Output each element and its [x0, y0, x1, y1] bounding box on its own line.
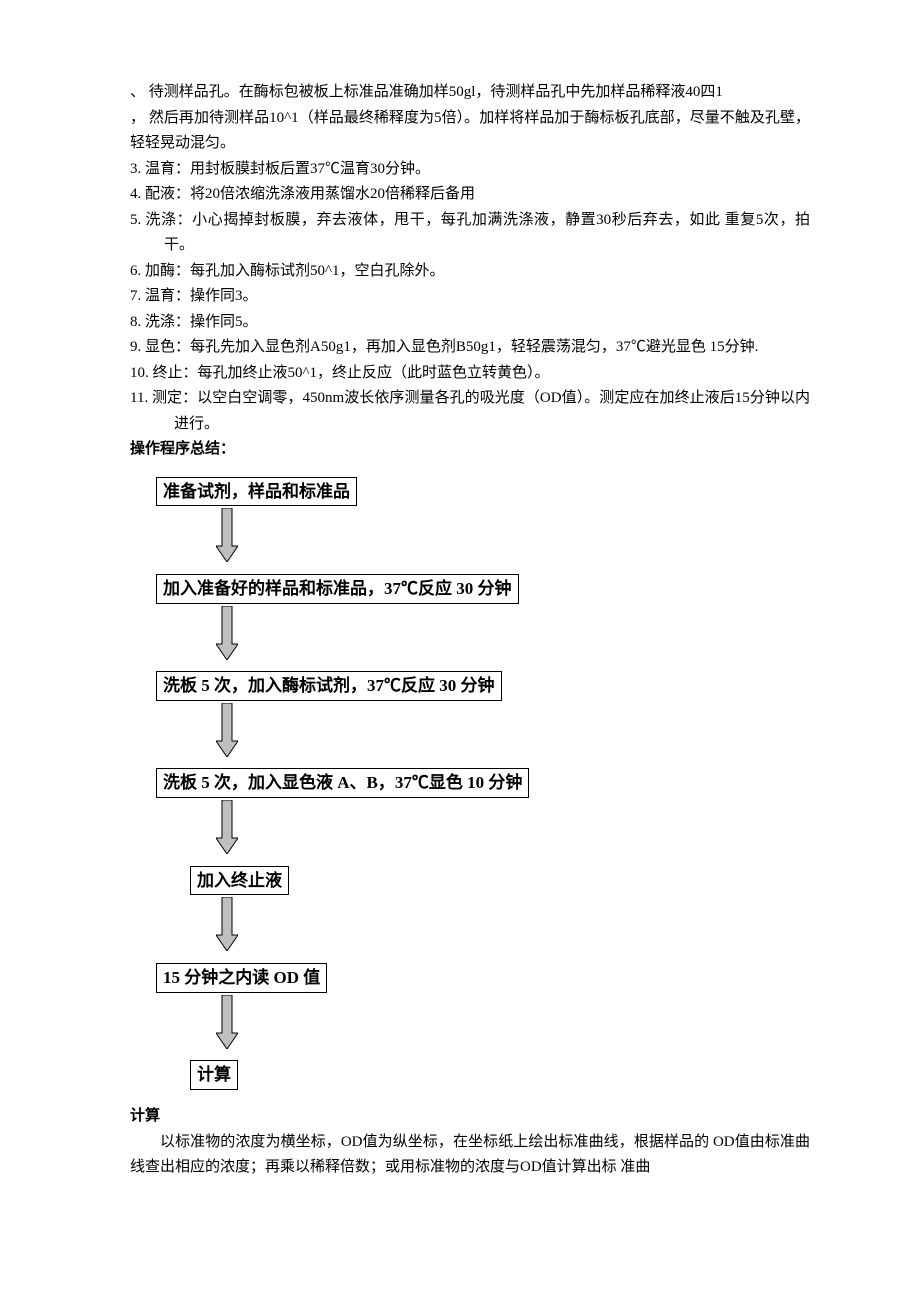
list-item-9: 9. 显色：每孔先加入显色剂A50g1，再加入显色剂B50g1，轻轻震荡混匀，3… — [130, 335, 810, 361]
flowchart-node: 15 分钟之内读 OD 值 — [156, 963, 810, 993]
down-arrow-icon — [216, 800, 238, 854]
flowchart-node: 准备试剂，样品和标准品 — [156, 477, 810, 507]
procedure-flowchart: 准备试剂，样品和标准品加入准备好的样品和标准品，37℃反应 30 分钟洗板 5 … — [156, 477, 810, 1091]
list-item-4: 4. 配液：将20倍浓缩洗涤液用蒸馏水20倍稀释后备用 — [130, 182, 810, 208]
list-item-11: 11. 测定：以空白空调零，450nm波长依序测量各孔的吸光度（OD值）。测定应… — [130, 386, 810, 437]
down-arrow-icon — [216, 703, 238, 757]
flowchart-arrow — [156, 506, 810, 574]
calc-title: 计算 — [130, 1104, 810, 1130]
flowchart-arrow — [156, 604, 810, 672]
body-text: ， 然后再加待测样品10^1（样品最终稀释度为5倍）。加样将样品加于酶标板孔底部… — [130, 106, 810, 157]
flowchart-arrow — [156, 798, 810, 866]
list-item-8: 8. 洗涤：操作同5。 — [130, 310, 810, 336]
flowchart-arrow — [156, 993, 810, 1061]
flowchart-node: 加入准备好的样品和标准品，37℃反应 30 分钟 — [156, 574, 810, 604]
body-text: 、 待测样品孔。在酶标包被板上标准品准确加样50gl，待测样品孔中先加样品稀释液… — [130, 80, 810, 106]
down-arrow-icon — [216, 995, 238, 1049]
list-item-10: 10. 终止：每孔加终止液50^1，终止反应（此时蓝色立转黄色）。 — [130, 361, 810, 387]
flowchart-node: 计算 — [190, 1060, 810, 1090]
document-page: 、 待测样品孔。在酶标包被板上标准品准确加样50gl，待测样品孔中先加样品稀释液… — [0, 0, 920, 1241]
list-item-7: 7. 温育：操作同3。 — [130, 284, 810, 310]
down-arrow-icon — [216, 508, 238, 562]
list-item-6: 6. 加酶：每孔加入酶标试剂50^1，空白孔除外。 — [130, 259, 810, 285]
calc-body: 以标准物的浓度为横坐标，OD值为纵坐标，在坐标纸上绘出标准曲线，根据样品的 OD… — [130, 1130, 810, 1181]
flowchart-arrow — [156, 701, 810, 769]
down-arrow-icon — [216, 606, 238, 660]
down-arrow-icon — [216, 897, 238, 951]
list-item-5: 5. 洗涤：小心揭掉封板膜，弃去液体，甩干，每孔加满洗涤液，静置30秒后弃去，如… — [130, 208, 810, 259]
flowchart-node: 洗板 5 次，加入显色液 A、B，37℃显色 10 分钟 — [156, 768, 810, 798]
flowchart-node: 加入终止液 — [190, 866, 810, 896]
list-item-3: 3. 温育：用封板膜封板后置37℃温育30分钟。 — [130, 157, 810, 183]
summary-title: 操作程序总结： — [130, 437, 810, 463]
flowchart-arrow — [156, 895, 810, 963]
flowchart-node: 洗板 5 次，加入酶标试剂，37℃反应 30 分钟 — [156, 671, 810, 701]
